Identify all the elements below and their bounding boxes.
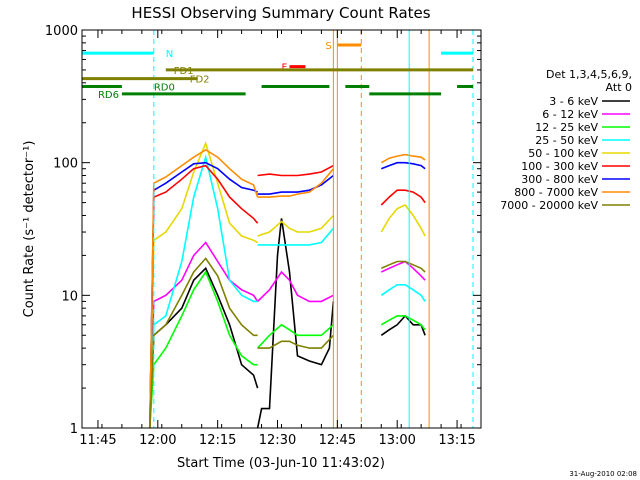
series-line (149, 140, 258, 428)
legend-header: Att 0 (606, 81, 632, 94)
series-line (257, 174, 334, 195)
flag-label: FD1 (174, 66, 194, 77)
legend-label: 6 - 12 keV (542, 108, 598, 121)
legend-label: 300 - 800 keV (521, 173, 598, 186)
x-tick-label: 12:45 (319, 433, 356, 448)
series-line (257, 168, 335, 198)
flag-label: S (325, 41, 331, 52)
y-tick-label: 100 (53, 157, 78, 172)
series-line (257, 334, 334, 349)
marker-layer (153, 30, 474, 428)
series-100-300kev (149, 164, 426, 428)
series-12-25kev (149, 270, 426, 428)
series-7000-20000kev (149, 257, 426, 428)
y-tick-label: 1000 (45, 24, 78, 39)
series-line (149, 164, 259, 428)
x-tick-label: 11:45 (79, 433, 116, 448)
series-line (149, 154, 258, 428)
series-line (256, 218, 335, 428)
plot-timestamp: 31-Aug-2010 02:08 (569, 470, 637, 478)
series-line (380, 315, 426, 331)
flag-label: N (166, 49, 173, 60)
legend-header: Det 1,3,4,5,6,9, (546, 68, 632, 81)
series-line (380, 204, 426, 237)
series-800-7000kev (149, 148, 426, 428)
axis-layer: 11:45 12:00 12:15 12:30 12:45 13:00 13:15 1 10 10… (45, 24, 482, 448)
series-line (380, 260, 426, 281)
y-tick-label: 1 (70, 422, 78, 437)
series-line (380, 314, 426, 336)
series-line (380, 153, 426, 164)
legend-label: 25 - 50 keV (535, 134, 598, 147)
series-25-50kev (149, 154, 426, 428)
series-line (149, 241, 259, 428)
series-line (149, 161, 258, 428)
series-6-12kev (149, 241, 426, 428)
x-tick-label: 13:15 (438, 433, 475, 448)
series-layer (149, 140, 426, 428)
y-tick-label: 10 (61, 289, 78, 304)
x-tick-label: 13:00 (378, 433, 415, 448)
series-line (380, 260, 426, 273)
legend-label: 50 - 100 keV (528, 147, 598, 160)
legend-label: 12 - 25 keV (535, 121, 598, 134)
y-axis-label: Count Rate (s⁻¹ detector⁻¹) (22, 141, 37, 318)
legend-label: 7000 - 20000 keV (500, 199, 598, 212)
legend-label: 100 - 300 keV (521, 160, 598, 173)
x-tick-label: 12:30 (259, 433, 296, 448)
series-line (149, 148, 259, 428)
x-tick-label: 12:00 (139, 433, 176, 448)
series-line (257, 227, 335, 246)
x-axis-label: Start Time (03-Jun-10 11:43:02) (177, 456, 385, 471)
legend-label: 3 - 6 keV (549, 95, 598, 108)
flag-label: RD6 (98, 90, 119, 101)
chart-title: HESSI Observing Summary Count Rates (131, 4, 430, 22)
series-line (380, 284, 426, 302)
flag-label: FD2 (190, 75, 210, 86)
series-line (380, 189, 426, 206)
series-line (257, 323, 334, 349)
x-tick-label: 12:15 (199, 433, 236, 448)
series-line (257, 270, 334, 303)
series-300-800kev (149, 161, 426, 428)
flag-label: F (282, 63, 288, 74)
series-line (257, 164, 334, 177)
series-line (257, 214, 334, 237)
series-50-100kev (149, 140, 426, 428)
series-line (381, 161, 426, 170)
series-line (149, 257, 258, 428)
legend-label: 800 - 7000 keV (514, 186, 598, 199)
series-line (149, 270, 258, 428)
flag-label: RD0 (154, 83, 175, 94)
